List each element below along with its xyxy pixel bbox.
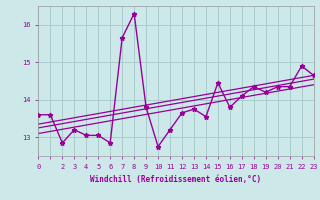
X-axis label: Windchill (Refroidissement éolien,°C): Windchill (Refroidissement éolien,°C) <box>91 175 261 184</box>
